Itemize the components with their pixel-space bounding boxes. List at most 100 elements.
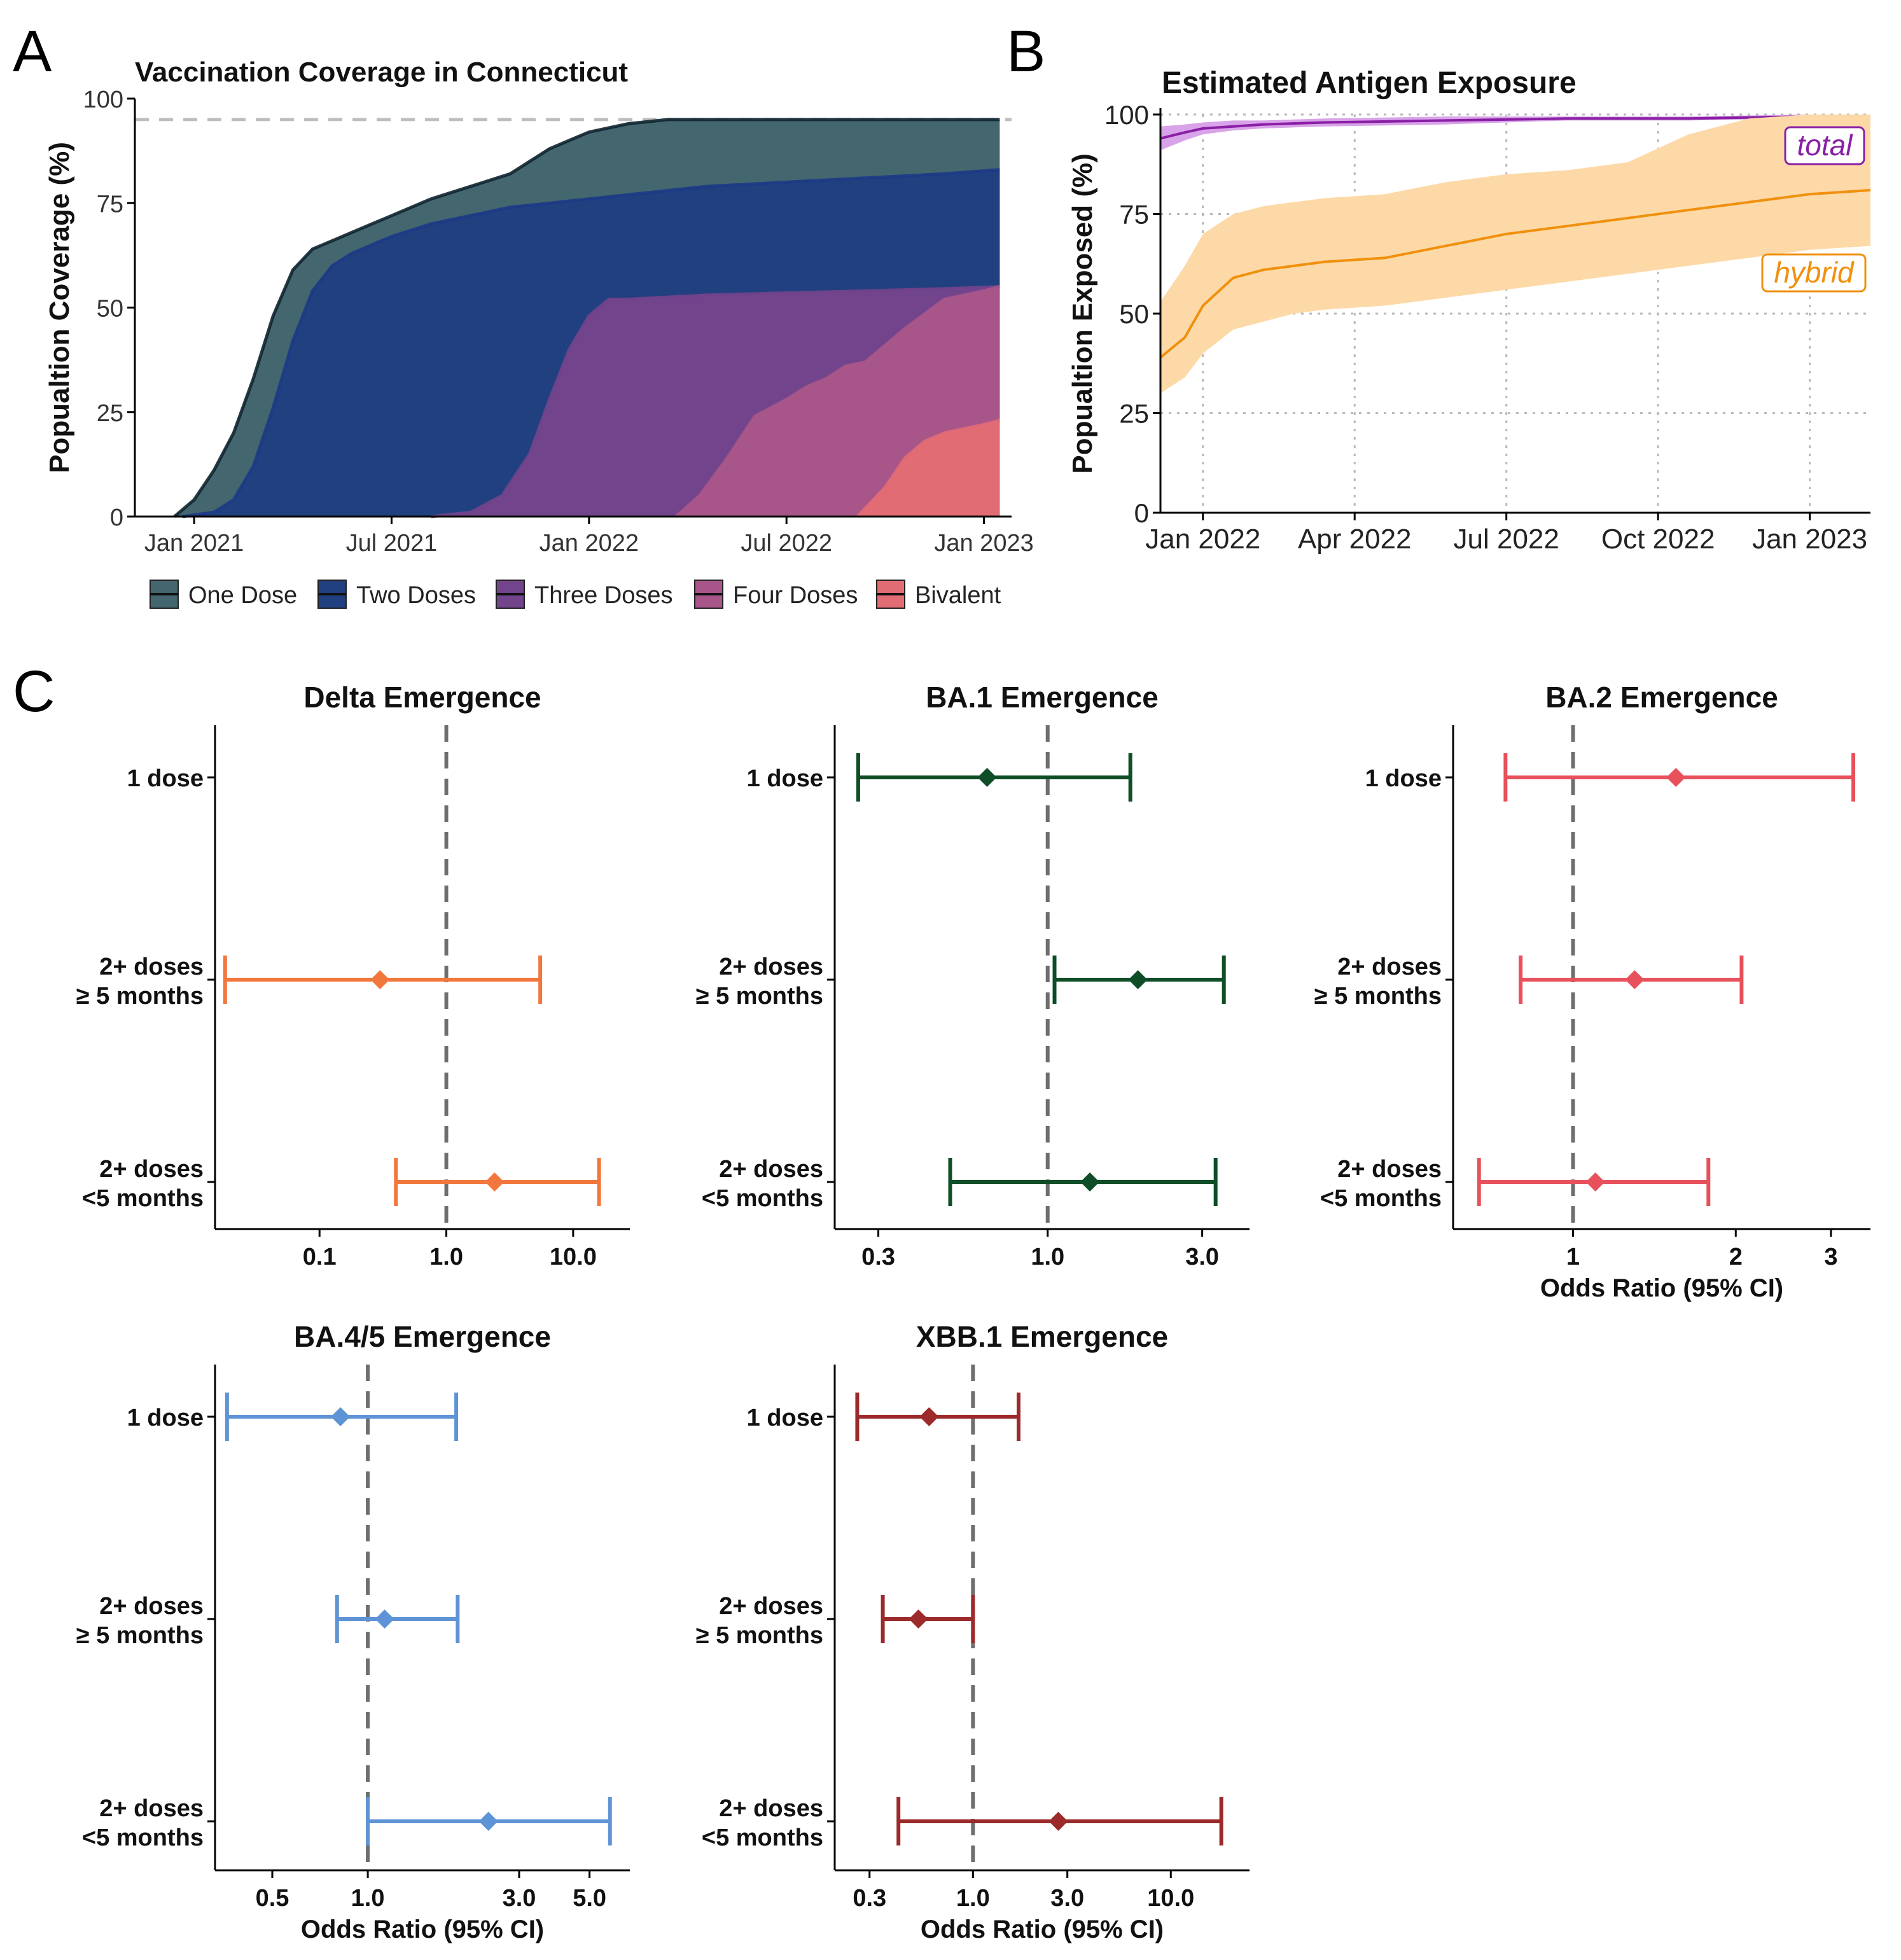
x-axis-title: Odds Ratio (95% CI)	[1540, 1274, 1783, 1302]
y-tick-label: 100	[83, 87, 123, 113]
or-point-marker	[331, 1407, 351, 1426]
category-label: ≥ 5 months	[1314, 983, 1442, 1010]
chart-title: Estimated Antigen Exposure	[1162, 66, 1577, 100]
x-tick-label: Apr 2022	[1298, 524, 1412, 555]
panel-a-vaccination-coverage: Vaccination Coverage in Connecticut 0 25 50…	[44, 57, 1034, 609]
legend-label-bivalent: Bivalent	[915, 582, 1001, 609]
category-label: <5 months	[82, 1824, 204, 1851]
category-label: ≥ 5 months	[76, 983, 204, 1010]
category-label: ≥ 5 months	[696, 1622, 823, 1649]
category-label: 2+ doses	[99, 1156, 204, 1183]
y-tick-label: 25	[97, 400, 123, 427]
y-tick-label: 100	[1104, 100, 1149, 130]
y-tick-label: 25	[1119, 399, 1149, 429]
line-one-dose	[173, 118, 1000, 518]
y-tick-label: 0	[110, 504, 123, 531]
x-tick-label: 0.3	[853, 1885, 886, 1912]
category-label: 2+ doses	[1337, 954, 1442, 980]
annotation-label-total: total	[1797, 129, 1854, 162]
category-label: 2+ doses	[719, 1795, 823, 1822]
line-hybrid	[1159, 188, 1871, 359]
plot-title: BA.4/5 Emergence	[294, 1320, 551, 1353]
or-point-marker	[1625, 970, 1645, 989]
y-axis-title: Popualtion Coverage (%)	[44, 142, 75, 473]
panel-label-b: B	[1006, 19, 1045, 84]
legend-label-four-doses: Four Doses	[733, 582, 858, 609]
or-point-marker	[375, 1609, 394, 1629]
x-tick-label: Jan 2022	[540, 530, 639, 557]
x-tick-label: 1.0	[956, 1885, 990, 1912]
panel-label-c: C	[13, 659, 55, 724]
category-label: 1 dose	[747, 765, 823, 792]
forest-plot-ba-1-emergence: BA.1 Emergence 1 dose 2+ doses ≥ 5 months 2+…	[696, 681, 1250, 1270]
chart-title: Vaccination Coverage in Connecticut	[135, 57, 628, 88]
x-tick-label: 10.0	[550, 1244, 597, 1270]
category-label: 2+ doses	[719, 954, 823, 980]
category-label: 1 dose	[747, 1405, 823, 1431]
legend-label-two-doses: Two Doses	[356, 582, 476, 609]
or-point-marker	[919, 1407, 939, 1426]
y-axis-title: Popualtion Exposed (%)	[1067, 153, 1098, 474]
x-tick-label: 1.0	[429, 1244, 463, 1270]
panel-label-a: A	[13, 19, 52, 84]
x-tick-label: Jan 2023	[934, 530, 1033, 557]
line-four-doses	[674, 285, 1001, 518]
x-tick-label: 0.1	[303, 1244, 337, 1270]
x-tick-label: Jan 2022	[1145, 524, 1260, 555]
annotation-label-hybrid: hybrid	[1774, 256, 1855, 289]
x-tick-label: 5.0	[573, 1885, 606, 1912]
x-axis-title: Odds Ratio (95% CI)	[301, 1915, 544, 1943]
annotation-box-hybrid	[1761, 253, 1867, 293]
plot-title: BA.1 Emergence	[926, 681, 1159, 714]
x-tick-label: 1.0	[1031, 1244, 1064, 1270]
y-tick-label: 50	[1119, 299, 1149, 329]
category-label: 1 dose	[127, 1405, 204, 1431]
category-label: <5 months	[702, 1185, 823, 1212]
line-two-doses	[182, 168, 1000, 518]
line-three-doses	[431, 285, 1000, 518]
category-label: 1 dose	[1365, 765, 1442, 792]
or-point-marker	[1080, 1172, 1100, 1192]
panel-b-antigen-exposure: Estimated Antigen Exposure total hybrid 0 25…	[1067, 66, 1871, 555]
forest-plot-ba-2-emergence: BA.2 Emergence 1 dose 2+ doses ≥ 5 months 2+…	[1314, 681, 1870, 1302]
x-tick-label: Jul 2022	[1454, 524, 1559, 555]
category-label: 2+ doses	[1337, 1156, 1442, 1183]
x-tick-label: Oct 2022	[1601, 524, 1715, 555]
category-label: <5 months	[702, 1824, 823, 1851]
category-label: <5 months	[1320, 1185, 1442, 1212]
x-tick-label: Jan 2023	[1752, 524, 1867, 555]
x-tick-label: 10.0	[1147, 1885, 1194, 1912]
category-label: <5 months	[82, 1185, 204, 1212]
legend-label-one-dose: One Dose	[188, 582, 297, 609]
x-tick-label: 3.0	[1185, 1244, 1219, 1270]
x-tick-label: 1.0	[351, 1885, 385, 1912]
plot-title: Delta Emergence	[303, 681, 541, 714]
or-point-marker	[485, 1172, 505, 1192]
category-label: 2+ doses	[719, 1156, 823, 1183]
x-tick-label: Jul 2022	[741, 530, 832, 557]
x-axis-title: Odds Ratio (95% CI)	[921, 1915, 1164, 1943]
forest-plot-delta-emergence: Delta Emergence 1 dose 2+ doses ≥ 5 months 2…	[76, 681, 630, 1270]
y-tick-label: 0	[1134, 498, 1149, 528]
category-label: 2+ doses	[99, 1593, 204, 1620]
area-bivalent	[857, 420, 1000, 517]
legend-label-three-doses: Three Doses	[534, 582, 673, 609]
x-tick-label: Jan 2021	[144, 530, 244, 557]
y-tick-label: 75	[1119, 200, 1149, 230]
x-tick-label: 0.3	[861, 1244, 895, 1270]
category-label: 1 dose	[127, 765, 204, 792]
annotation-box-total	[1784, 126, 1865, 165]
or-point-marker	[1048, 1812, 1068, 1831]
category-label: 2+ doses	[719, 1593, 823, 1620]
line-total	[1160, 115, 1870, 140]
x-tick-label: 3	[1824, 1244, 1837, 1270]
category-label: ≥ 5 months	[696, 983, 823, 1010]
or-point-marker	[909, 1609, 928, 1629]
y-tick-label: 50	[97, 296, 123, 323]
or-point-marker	[1666, 768, 1686, 787]
x-tick-label: 1	[1566, 1244, 1580, 1270]
x-tick-label: 2	[1729, 1244, 1743, 1270]
